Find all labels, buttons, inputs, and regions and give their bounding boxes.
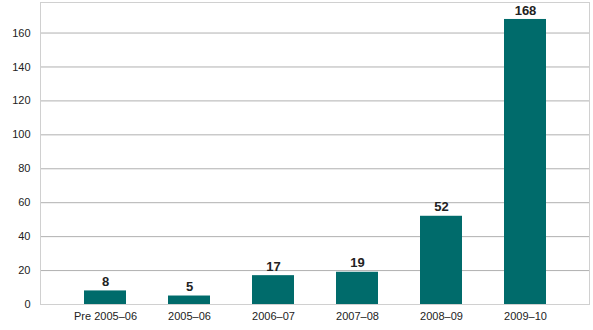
svg-text:20: 20 [18,264,30,276]
svg-text:160: 160 [12,27,30,39]
svg-text:2007–08: 2007–08 [336,310,379,322]
svg-text:17: 17 [266,259,280,274]
svg-text:2006–07: 2006–07 [252,310,295,322]
svg-text:0: 0 [24,298,30,310]
svg-text:80: 80 [18,162,30,174]
svg-text:100: 100 [12,128,30,140]
svg-text:2009–10: 2009–10 [504,310,547,322]
svg-text:40: 40 [18,230,30,242]
svg-text:2005–06: 2005–06 [168,310,211,322]
svg-text:2008–09: 2008–09 [420,310,463,322]
svg-text:8: 8 [102,274,109,289]
svg-text:52: 52 [434,199,448,214]
svg-text:140: 140 [12,60,30,72]
svg-text:Pre 2005–06: Pre 2005–06 [74,310,137,322]
svg-text:60: 60 [18,196,30,208]
svg-text:5: 5 [186,279,193,294]
svg-text:19: 19 [350,255,364,270]
svg-text:120: 120 [12,94,30,106]
svg-text:168: 168 [515,3,537,18]
